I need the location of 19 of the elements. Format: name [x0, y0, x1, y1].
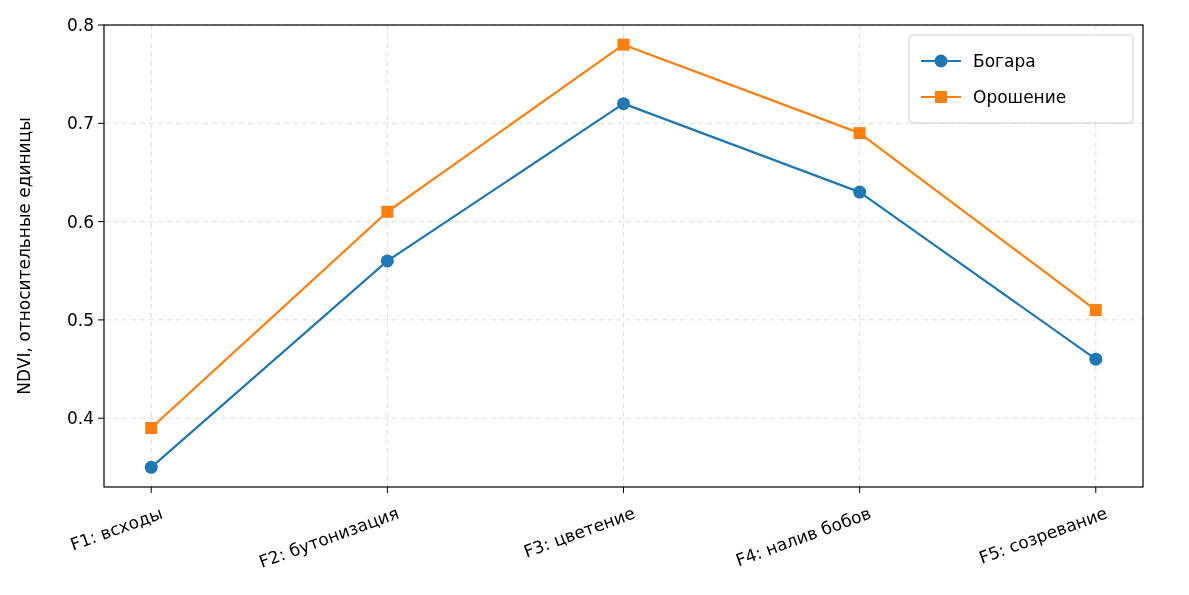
y-axis-title: NDVI, относительные единицы [14, 117, 34, 395]
legend-label: Орошение [973, 86, 1067, 107]
point [381, 205, 394, 218]
point [853, 127, 866, 140]
y-tick-label: 0.4 [66, 408, 94, 429]
point [380, 254, 394, 268]
point [145, 422, 158, 435]
point [617, 97, 630, 111]
point [1089, 304, 1102, 317]
point [853, 185, 867, 199]
point [617, 38, 630, 51]
y-tick-label: 0.7 [66, 113, 94, 134]
point [1089, 352, 1103, 366]
x-tick-label: F4: налив бобов [733, 502, 874, 571]
legend-label: Богара [973, 50, 1036, 71]
y-tick-label: 0.6 [66, 211, 94, 232]
y-tick-label: 0.8 [66, 14, 94, 35]
y-tick-label: 0.5 [66, 309, 94, 330]
point [144, 460, 158, 474]
